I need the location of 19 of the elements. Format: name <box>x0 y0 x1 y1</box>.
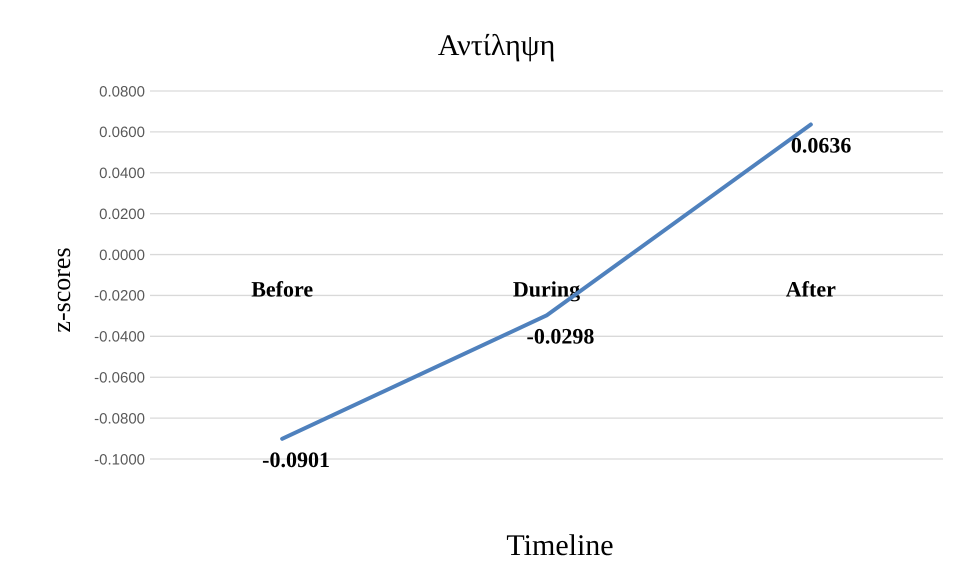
y-tick-label: 0.0600 <box>99 124 145 142</box>
y-tick-label: -0.0400 <box>94 328 145 346</box>
y-axis-title: z-scores <box>47 247 76 333</box>
x-axis-title: Timeline <box>506 529 614 562</box>
data-label: -0.0901 <box>262 446 330 472</box>
y-tick-label: 0.0800 <box>99 83 145 100</box>
data-label: -0.0298 <box>526 323 594 348</box>
x-tick-label: After <box>786 276 836 302</box>
y-tick-label: -0.0800 <box>94 410 145 428</box>
y-tick-label: -0.0200 <box>94 288 145 305</box>
x-tick-label: During <box>512 276 580 302</box>
y-tick-label: 0.0000 <box>99 246 145 264</box>
data-label: 0.0636 <box>790 132 852 158</box>
y-tick-label: -0.1000 <box>94 451 145 468</box>
chart-title: Αντίληψη <box>438 29 556 62</box>
x-tick-label: Before <box>251 276 314 302</box>
y-tick-label: -0.0600 <box>94 369 145 386</box>
y-tick-label: 0.0400 <box>99 165 145 182</box>
y-tick-label: 0.0200 <box>99 206 145 223</box>
